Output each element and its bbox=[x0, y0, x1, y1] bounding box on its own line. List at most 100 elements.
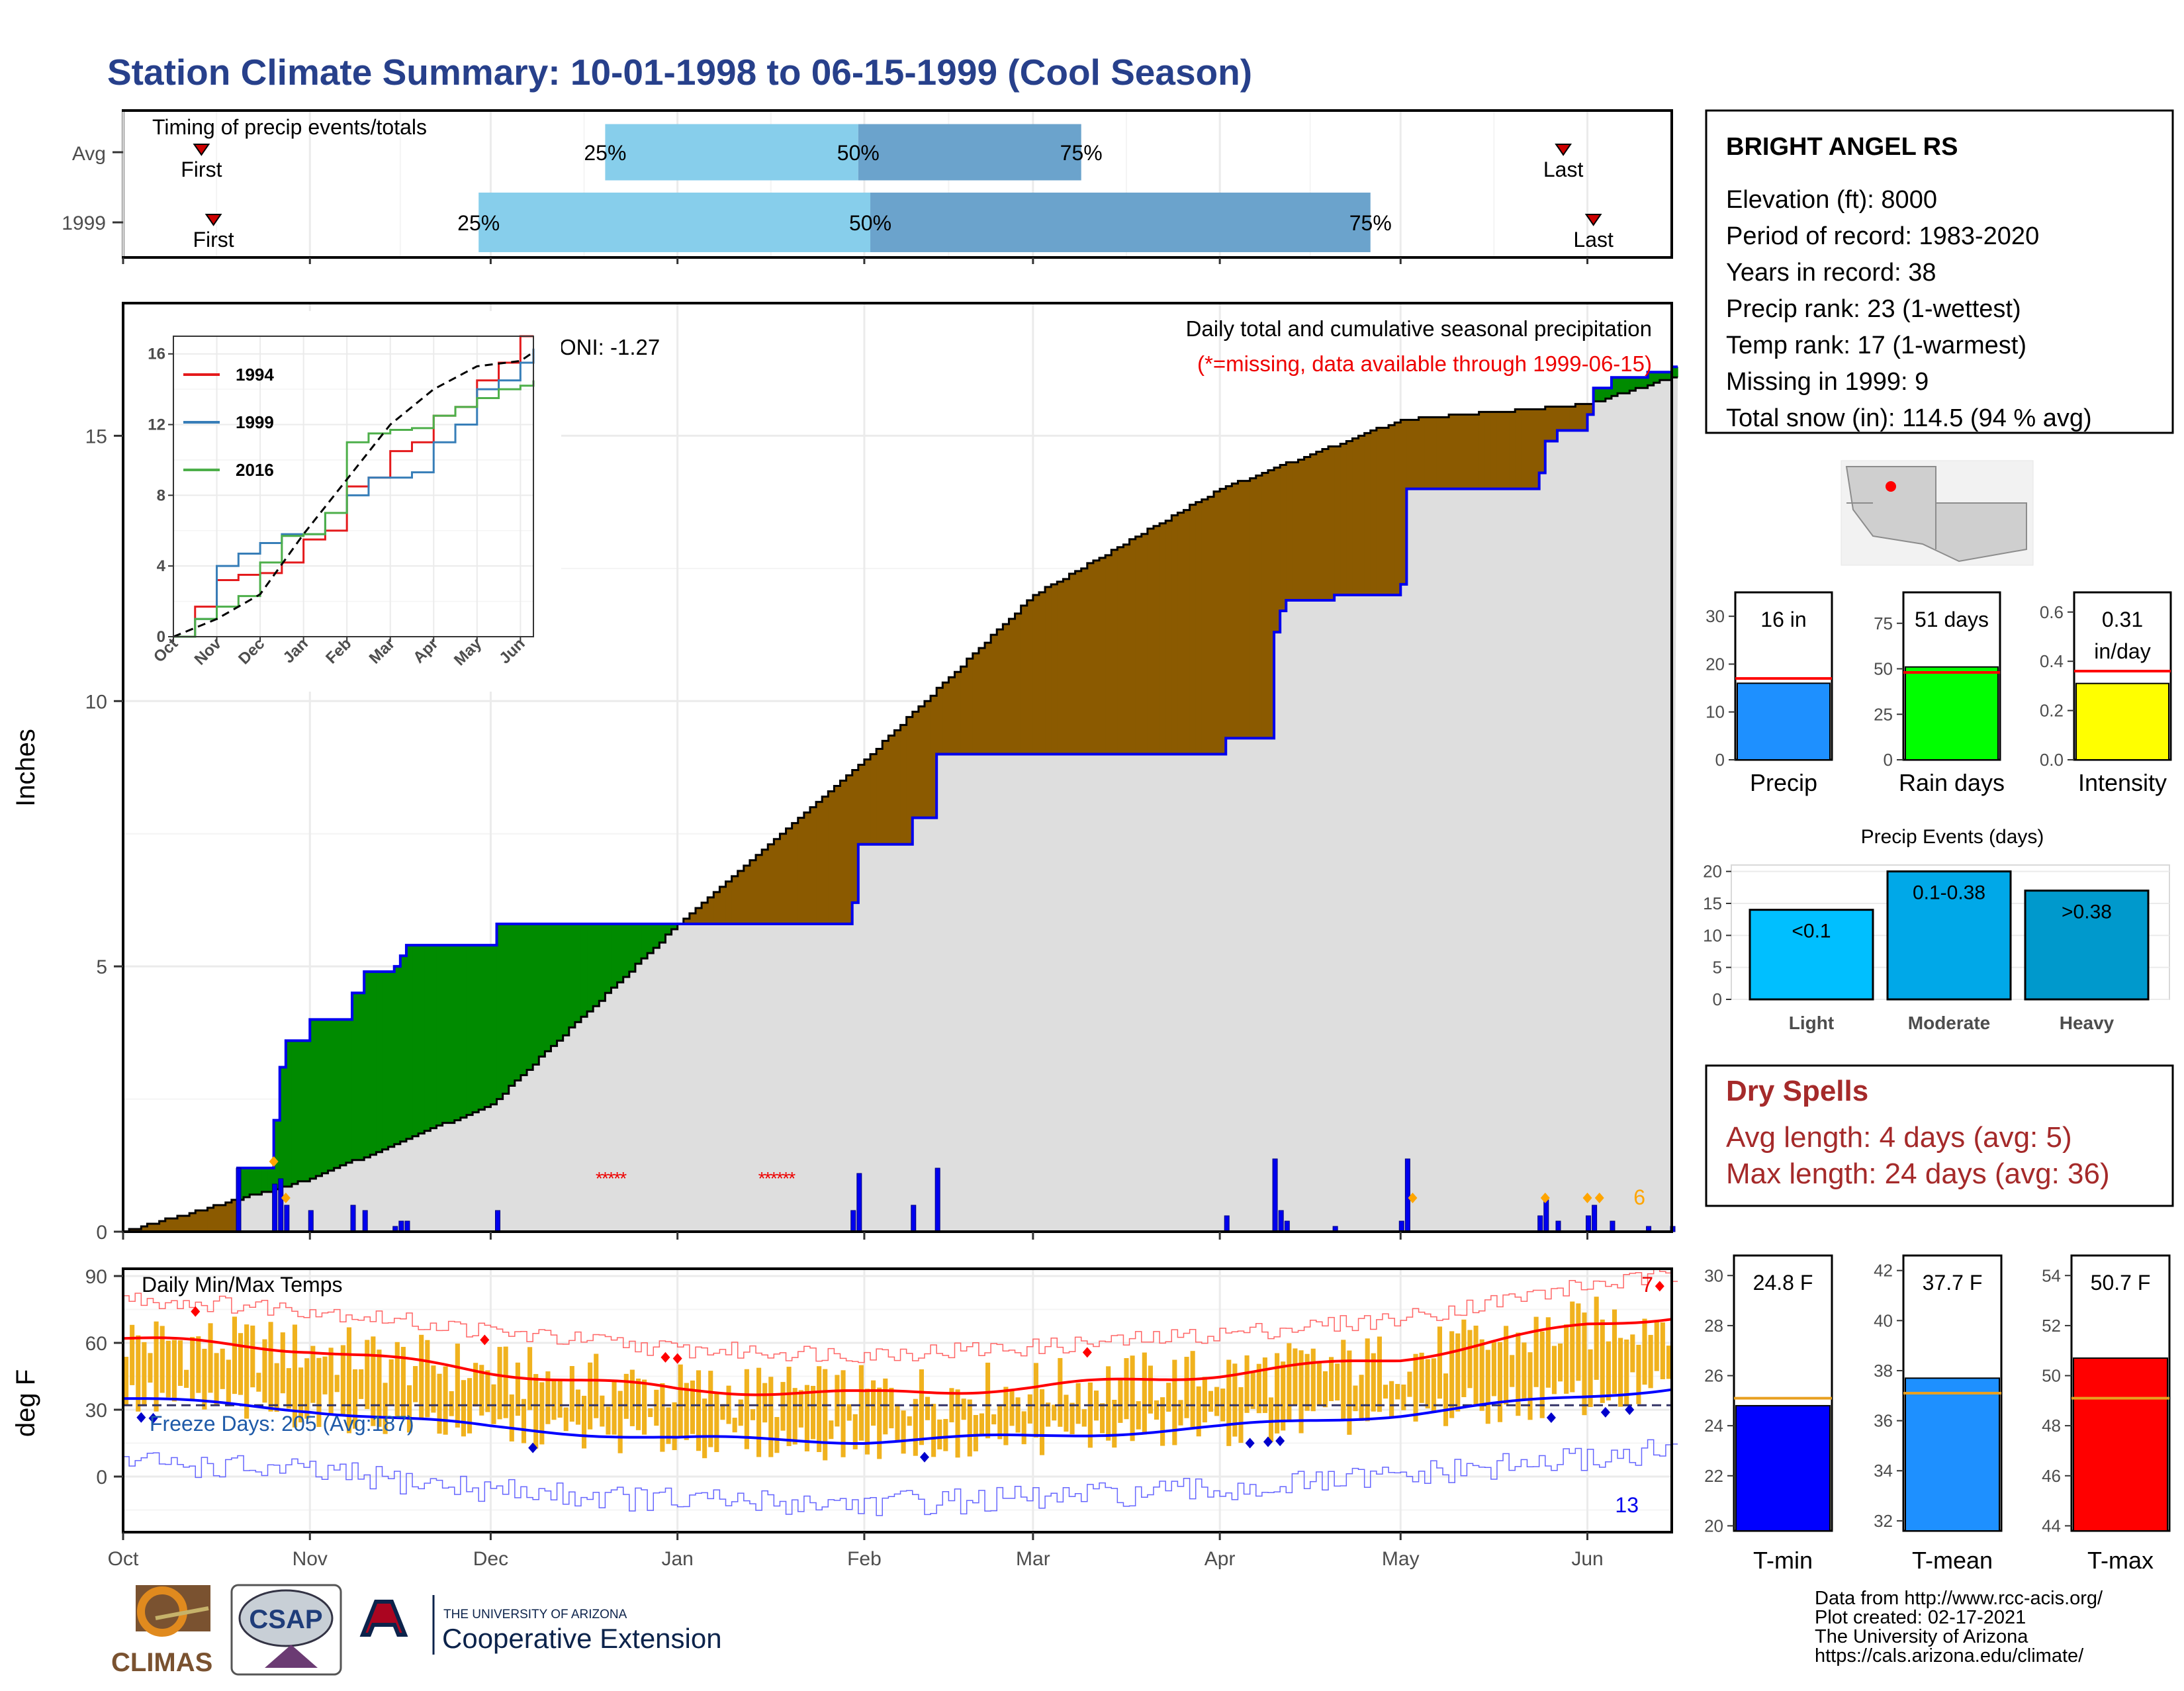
daily-temp-range-bar bbox=[1377, 1336, 1382, 1412]
above-average-area bbox=[424, 945, 431, 1131]
daily-temp-range-bar bbox=[1154, 1400, 1160, 1420]
precip-x-axis bbox=[122, 1232, 1589, 1240]
y-tick-label: 32 bbox=[1874, 1511, 1893, 1531]
record-low-marker-icon bbox=[1245, 1438, 1255, 1449]
info-line: Elevation (ft): 8000 bbox=[1726, 186, 1937, 214]
above-average-area bbox=[1653, 372, 1661, 383]
daily-temp-range-bar bbox=[895, 1404, 900, 1441]
below-average-area bbox=[1430, 417, 1437, 489]
timing-p75-label: 75% bbox=[1349, 211, 1392, 235]
timing-panel: 25% 50% 75% First Last 25% 50% 75% First Last Tim… bbox=[62, 109, 1673, 264]
daily-temp-range-bar bbox=[841, 1370, 846, 1457]
precip-label: Precip bbox=[1750, 769, 1817, 796]
first-marker-icon bbox=[205, 214, 222, 226]
y-tick-label: 0.2 bbox=[2040, 701, 2064, 721]
daily-temp-range-bar bbox=[280, 1332, 285, 1394]
daily-temp-range-bar bbox=[473, 1363, 478, 1407]
timing-first-label: First bbox=[181, 158, 222, 181]
below-average-area bbox=[213, 1205, 220, 1232]
y-tick-label: 28 bbox=[1704, 1316, 1723, 1336]
daily-temp-range-bar bbox=[1196, 1386, 1201, 1437]
daily-temp-range-bar bbox=[1250, 1371, 1255, 1409]
snow-marker-icon bbox=[1408, 1193, 1418, 1203]
y-tick-label: 30 bbox=[1706, 606, 1725, 626]
below-average-area bbox=[1316, 451, 1323, 600]
timing-p25-label: 25% bbox=[457, 211, 500, 235]
last-marker-icon bbox=[1555, 144, 1572, 156]
above-average-area bbox=[340, 1019, 347, 1165]
tmin-value: 24.8 F bbox=[1753, 1271, 1813, 1295]
below-average-area bbox=[1274, 467, 1281, 633]
daily-temp-range-bar bbox=[792, 1388, 797, 1445]
timing-first-label: First bbox=[193, 228, 234, 251]
above-average-area bbox=[617, 924, 624, 983]
above-average-area bbox=[533, 924, 539, 1065]
tmean-bar bbox=[1905, 1377, 2000, 1531]
above-average-area bbox=[273, 1120, 281, 1189]
below-average-area bbox=[1382, 428, 1389, 595]
y-tick-label: 40 bbox=[1874, 1310, 1893, 1330]
daily-temp-range-bar bbox=[684, 1383, 689, 1440]
below-average-area bbox=[936, 688, 943, 754]
above-average-area bbox=[316, 1019, 323, 1176]
below-average-area bbox=[177, 1215, 184, 1232]
tmean-label: T-mean bbox=[1912, 1547, 1993, 1574]
below-average-area bbox=[786, 828, 793, 925]
below-average-area bbox=[1304, 457, 1311, 600]
daily-precip-bar bbox=[1398, 1220, 1404, 1232]
y-tick-label: 5 bbox=[1713, 958, 1722, 978]
above-average-area bbox=[328, 1019, 335, 1171]
daily-temp-range-bar bbox=[1093, 1391, 1099, 1421]
y-tick-label: 52 bbox=[2042, 1316, 2061, 1336]
info-line: Missing in 1999: 9 bbox=[1726, 368, 1929, 396]
below-average-area bbox=[1557, 406, 1564, 431]
below-average-area bbox=[1189, 504, 1197, 754]
daily-temp-range-bar bbox=[509, 1394, 514, 1441]
daily-temp-range-bar bbox=[594, 1353, 599, 1418]
daily-temp-range-bar bbox=[1564, 1324, 1569, 1394]
event-category-label: Moderate bbox=[1908, 1013, 1990, 1033]
timing-bar-q2 bbox=[870, 193, 1371, 252]
below-average-area bbox=[858, 764, 865, 845]
above-average-area bbox=[1647, 372, 1655, 386]
below-average-area bbox=[1496, 412, 1504, 489]
daily-temp-range-bar bbox=[1407, 1371, 1412, 1397]
daily-temp-range-bar bbox=[1184, 1357, 1189, 1418]
daily-temp-range-bar bbox=[997, 1405, 1003, 1440]
daily-temp-range-bar bbox=[901, 1410, 906, 1454]
daily-precip-bar bbox=[272, 1183, 278, 1232]
daily-temp-range-bar bbox=[515, 1362, 520, 1416]
daily-temp-range-bar bbox=[262, 1339, 267, 1403]
x-tick-label: May bbox=[1382, 1548, 1420, 1570]
timing-last-label: Last bbox=[1543, 158, 1584, 181]
above-average-area bbox=[484, 945, 492, 1107]
below-average-area bbox=[129, 1228, 136, 1232]
daily-temp-range-bar bbox=[720, 1404, 725, 1420]
daily-temp-range-bar bbox=[877, 1387, 882, 1459]
y-tick-label: 46 bbox=[2042, 1466, 2061, 1486]
tmax-label: T-max bbox=[2087, 1547, 2154, 1574]
below-average-area bbox=[1105, 555, 1112, 754]
daily-temp-range-bar bbox=[1353, 1385, 1358, 1412]
record-low-marker-icon bbox=[919, 1451, 929, 1463]
daily-temp-range-bar bbox=[1425, 1359, 1430, 1409]
daily-temp-range-bar bbox=[1401, 1384, 1406, 1410]
y-tick-label: 10 bbox=[85, 691, 107, 713]
above-average-area bbox=[502, 924, 510, 1094]
footer-line: https://cals.arizona.edu/climate/ bbox=[1815, 1645, 2084, 1667]
daily-temp-range-bar bbox=[244, 1324, 250, 1419]
below-average-area bbox=[1412, 420, 1420, 489]
below-average-area bbox=[1147, 528, 1154, 754]
timing-p25-label: 25% bbox=[584, 141, 626, 165]
daily-temp-range-bar bbox=[829, 1420, 834, 1440]
daily-temp-range-bar bbox=[1545, 1317, 1551, 1388]
above-average-area bbox=[569, 924, 576, 1028]
y-tick-label: 0 bbox=[1884, 750, 1893, 770]
below-average-area bbox=[1436, 417, 1443, 489]
daily-temp-range-bar bbox=[521, 1398, 527, 1443]
above-average-area bbox=[490, 945, 498, 1105]
daily-temp-range-bar bbox=[1419, 1352, 1424, 1403]
snow-marker-icon bbox=[269, 1156, 279, 1167]
daily-temp-range-bar bbox=[1268, 1397, 1274, 1442]
below-average-area bbox=[948, 677, 956, 754]
